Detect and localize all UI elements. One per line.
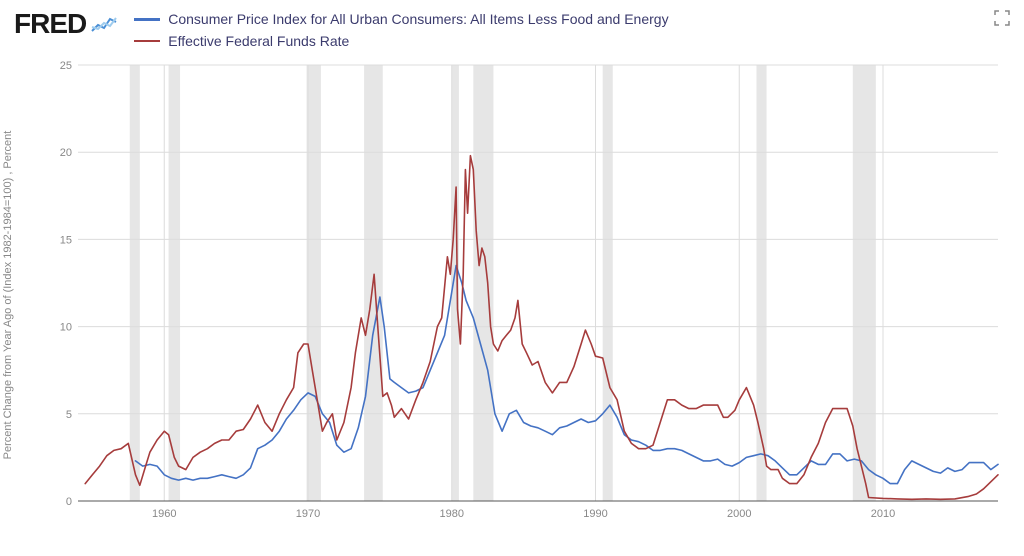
y-tick-label: 15	[60, 235, 72, 247]
x-tick-label: 1980	[440, 508, 464, 520]
y-tick-label: 10	[60, 322, 72, 334]
legend-label: Consumer Price Index for All Urban Consu…	[168, 10, 668, 30]
recession-band	[130, 65, 140, 501]
x-tick-label: 1960	[152, 508, 176, 520]
x-tick-label: 1970	[296, 508, 320, 520]
legend-label: Effective Federal Funds Rate	[168, 32, 349, 52]
recession-band	[307, 65, 321, 501]
y-tick-label: 20	[60, 147, 72, 159]
x-tick-label: 2000	[727, 508, 751, 520]
recession-band	[169, 65, 181, 501]
x-tick-label: 1990	[583, 508, 607, 520]
x-tick-label: 2010	[871, 508, 895, 520]
fullscreen-button[interactable]	[994, 10, 1010, 26]
y-tick-label: 5	[66, 409, 72, 421]
chart-legend: Consumer Price Index for All Urban Consu…	[134, 8, 1010, 51]
chart-header: FRED Consumer Price Index for All Urban …	[0, 0, 1024, 51]
y-tick-label: 25	[60, 60, 72, 72]
recession-band	[853, 65, 876, 501]
logo-chart-icon	[90, 13, 120, 35]
fullscreen-icon	[994, 10, 1010, 26]
logo-text: FRED	[14, 8, 86, 40]
legend-item-fedfunds[interactable]: Effective Federal Funds Rate	[134, 32, 1010, 52]
y-axis-label: Percent Change from Year Ago of (Index 1…	[2, 95, 14, 495]
legend-swatch	[134, 40, 160, 43]
legend-item-cpi[interactable]: Consumer Price Index for All Urban Consu…	[134, 10, 1010, 30]
y-tick-label: 0	[66, 496, 72, 508]
chart-container: Percent Change from Year Ago of (Index 1…	[14, 55, 1010, 523]
recession-band	[473, 65, 493, 501]
recession-band	[603, 65, 613, 501]
legend-swatch	[134, 18, 160, 21]
fred-logo[interactable]: FRED	[14, 8, 120, 40]
chart-plot[interactable]: 0 5 10 15 20 25 1960 1970 1980 1990 2000 2010	[50, 55, 1004, 523]
